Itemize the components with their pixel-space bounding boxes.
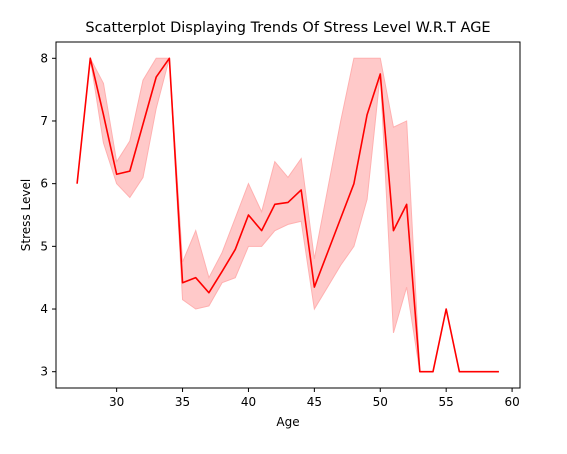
y-axis: 3 4 5 6 7 8 bbox=[40, 51, 56, 379]
y-axis-label: Stress Level bbox=[19, 179, 33, 251]
axes-frame bbox=[55, 41, 521, 389]
confidence-band bbox=[76, 56, 499, 373]
x-tick-label: 55 bbox=[439, 395, 454, 409]
x-tick-label: 30 bbox=[109, 395, 124, 409]
y-tick-label: 5 bbox=[40, 239, 48, 253]
y-tick-label: 7 bbox=[40, 114, 48, 128]
x-tick-label: 40 bbox=[241, 395, 256, 409]
y-tick-label: 6 bbox=[40, 177, 48, 191]
series-line bbox=[76, 57, 499, 373]
x-tick-label: 45 bbox=[307, 395, 322, 409]
y-tick-label: 8 bbox=[40, 51, 48, 65]
plot-area bbox=[55, 41, 521, 389]
x-tick-label: 35 bbox=[175, 395, 190, 409]
x-axis-label: Age bbox=[276, 415, 299, 429]
x-tick-label: 60 bbox=[504, 395, 519, 409]
chart-title: Scatterplot Displaying Trends Of Stress … bbox=[85, 20, 490, 36]
y-tick-label: 3 bbox=[40, 365, 48, 379]
x-axis: 30 35 40 45 50 55 60 bbox=[109, 388, 520, 409]
x-tick-label: 50 bbox=[373, 395, 388, 409]
y-tick-label: 4 bbox=[40, 302, 48, 316]
